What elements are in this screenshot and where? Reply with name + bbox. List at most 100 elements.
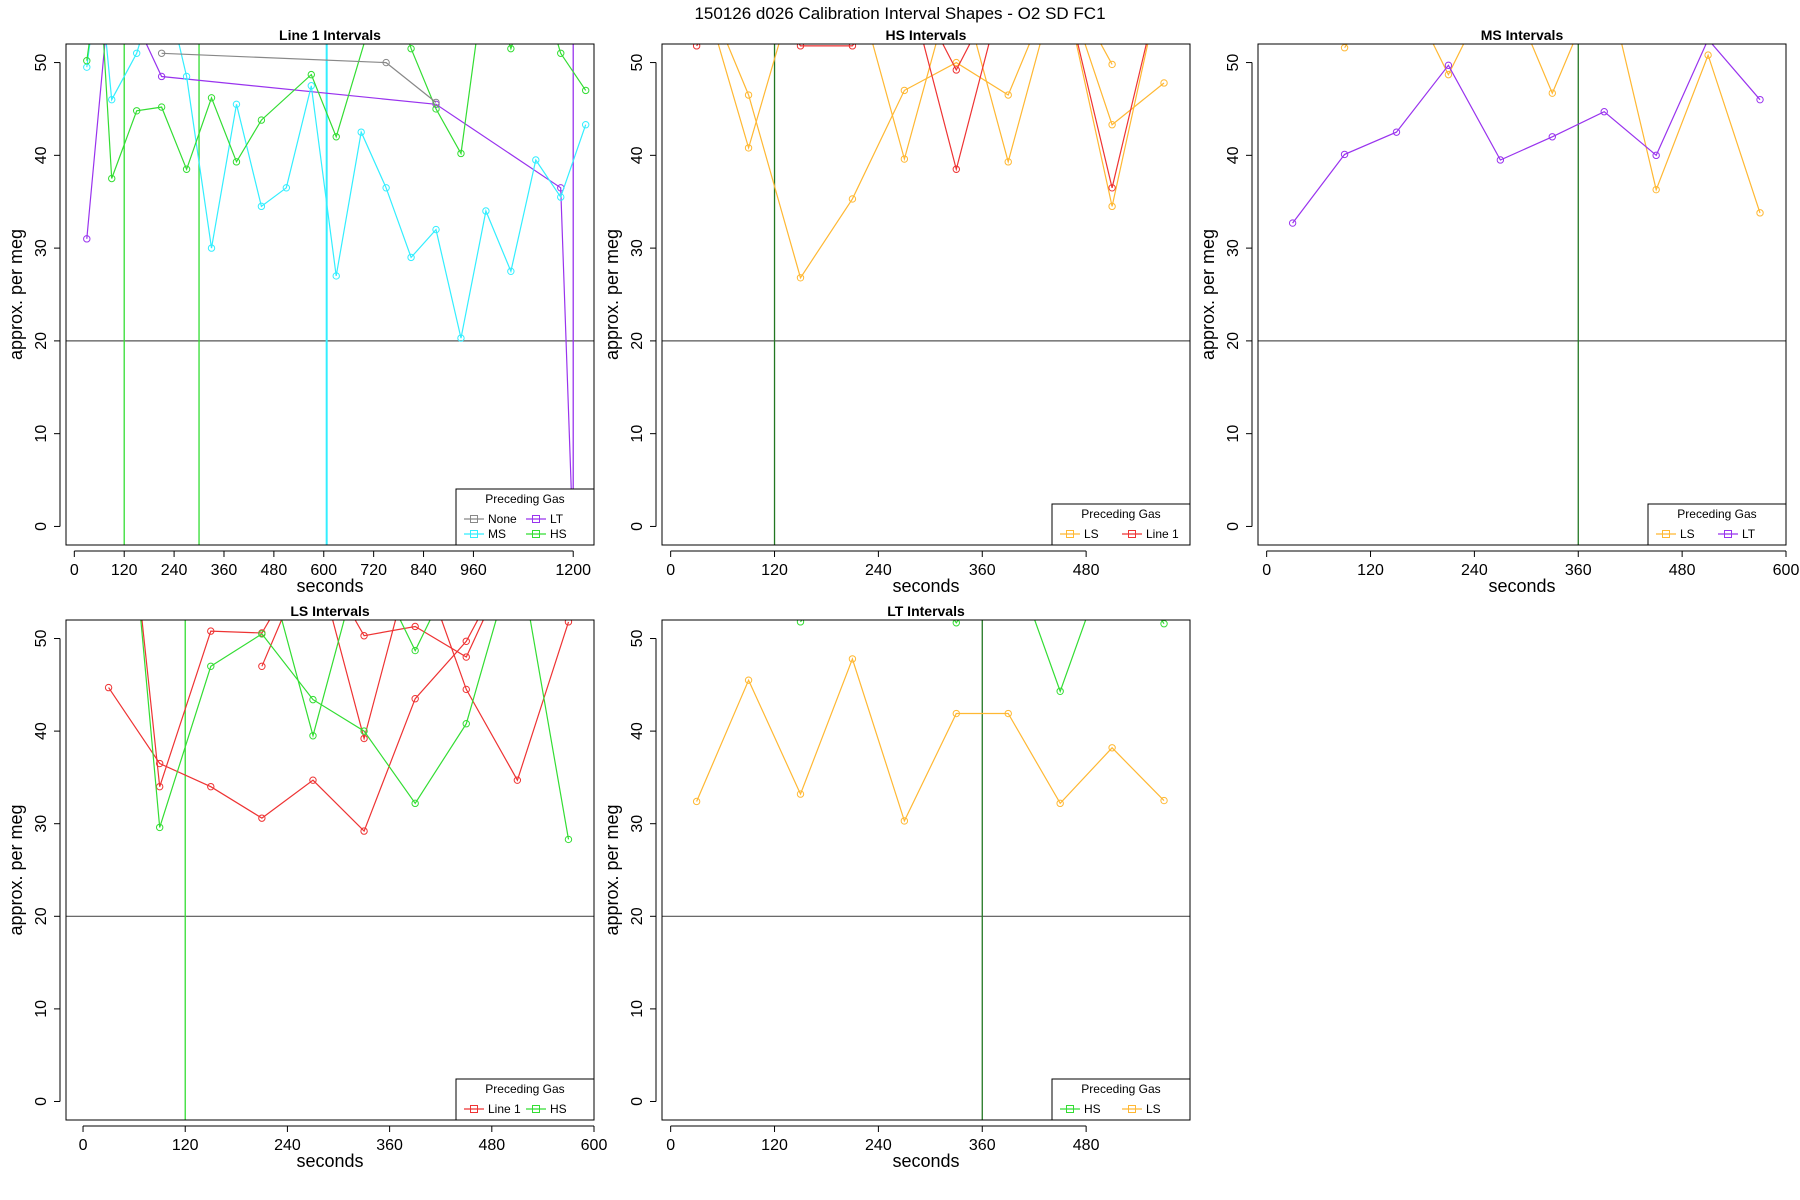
data-point bbox=[1600, 108, 1608, 116]
data-point bbox=[1444, 70, 1453, 79]
legend-box bbox=[1647, 503, 1787, 546]
legend-swatch-marker bbox=[1128, 530, 1136, 538]
y-tick-label: 30 bbox=[1225, 239, 1242, 257]
legend-label: HS bbox=[550, 527, 567, 541]
legend-box bbox=[1051, 1078, 1191, 1121]
data-point bbox=[507, 267, 515, 276]
x-tick-label: 600 bbox=[310, 562, 337, 579]
data-point bbox=[1444, 61, 1453, 70]
data-point bbox=[332, 133, 340, 141]
plot-area bbox=[1258, 44, 1786, 545]
data-point bbox=[1108, 60, 1116, 69]
y-axis-label: approx. per meg bbox=[1198, 229, 1218, 360]
y-tick-label: 0 bbox=[629, 522, 646, 531]
data-point bbox=[232, 100, 241, 109]
y-axis-label: approx. per meg bbox=[602, 804, 622, 935]
y-tick-label: 40 bbox=[33, 722, 50, 740]
data-point bbox=[157, 72, 166, 81]
data-point bbox=[692, 797, 701, 806]
data-point bbox=[532, 156, 540, 164]
data-point bbox=[357, 128, 365, 136]
data-point bbox=[1108, 121, 1116, 129]
data-point bbox=[900, 86, 909, 95]
x-tick-label: 480 bbox=[1669, 562, 1696, 579]
x-tick-label: 360 bbox=[1565, 562, 1592, 579]
legend-swatch-marker bbox=[470, 1105, 478, 1113]
legend-title: Preceding Gas bbox=[1081, 1082, 1160, 1096]
data-point bbox=[1652, 151, 1660, 160]
legend-swatch-marker bbox=[1128, 1105, 1136, 1113]
data-point bbox=[848, 44, 857, 50]
x-tick-label: 960 bbox=[460, 562, 487, 579]
legend-item: LS bbox=[1060, 527, 1099, 541]
x-tick-label: 360 bbox=[969, 1137, 996, 1154]
data-point bbox=[155, 823, 164, 832]
legend-item: Line 1 bbox=[1122, 527, 1179, 541]
series-line bbox=[1292, 44, 1761, 224]
series-line bbox=[141, 620, 484, 787]
y-tick-label: 20 bbox=[33, 332, 50, 350]
series-line bbox=[86, 44, 574, 545]
legend-item: None bbox=[464, 512, 517, 526]
x-axis-label: seconds bbox=[892, 576, 959, 596]
x-tick-label: 120 bbox=[761, 1137, 788, 1154]
x-tick-label: 240 bbox=[274, 1137, 301, 1154]
series-line bbox=[1100, 44, 1113, 65]
y-axis-label: approx. per meg bbox=[6, 229, 26, 360]
legend-label: LS bbox=[1084, 527, 1099, 541]
y-tick-label: 40 bbox=[1225, 146, 1242, 164]
y-tick-label: 0 bbox=[33, 522, 50, 531]
data-point bbox=[360, 827, 368, 835]
data-point bbox=[692, 44, 701, 50]
data-point bbox=[796, 620, 805, 626]
data-point bbox=[258, 814, 266, 822]
data-point bbox=[411, 695, 419, 703]
plot-area bbox=[66, 44, 594, 545]
data-point bbox=[407, 44, 415, 53]
data-point bbox=[564, 835, 573, 844]
legend-item: HS bbox=[526, 1102, 567, 1116]
legend-title: Preceding Gas bbox=[1081, 507, 1160, 521]
legend-swatch-marker bbox=[1724, 530, 1732, 538]
data-point bbox=[900, 817, 909, 825]
data-point bbox=[282, 184, 291, 192]
data-point bbox=[1004, 709, 1012, 718]
data-point bbox=[411, 646, 419, 655]
data-point bbox=[182, 72, 191, 81]
data-point bbox=[108, 95, 116, 104]
x-axis-label: seconds bbox=[296, 576, 363, 596]
y-axis-label: approx. per meg bbox=[602, 229, 622, 360]
x-tick-label: 360 bbox=[376, 1137, 403, 1154]
data-point bbox=[952, 709, 960, 718]
data-point bbox=[462, 685, 470, 694]
plot-frame bbox=[65, 619, 595, 1121]
data-point bbox=[1005, 543, 1011, 549]
data-point bbox=[564, 620, 573, 626]
data-point bbox=[1548, 89, 1556, 97]
x-tick-label: 240 bbox=[161, 562, 188, 579]
data-point bbox=[182, 165, 191, 173]
legend: Preceding Gas None LT MS HS bbox=[455, 488, 595, 546]
data-point bbox=[83, 57, 91, 65]
chart-panel: LT Intervals 0 120 240 360 480 seconds 0 10 20 30 4… bbox=[602, 543, 1191, 1171]
series-line bbox=[161, 52, 437, 103]
data-point bbox=[132, 49, 141, 57]
data-point bbox=[232, 158, 241, 166]
data-point bbox=[901, 543, 907, 549]
y-tick-label: 50 bbox=[33, 630, 50, 648]
legend-box bbox=[1051, 503, 1191, 546]
legend-title: Preceding Gas bbox=[485, 492, 564, 506]
data-point bbox=[1652, 185, 1660, 194]
series-line bbox=[140, 620, 570, 840]
legend: Preceding Gas LS Line 1 bbox=[1051, 503, 1191, 546]
x-tick-label: 600 bbox=[1773, 562, 1800, 579]
data-point bbox=[1704, 51, 1712, 59]
legend-label: HS bbox=[1084, 1102, 1101, 1116]
legend-label: HS bbox=[550, 1102, 567, 1116]
data-point bbox=[207, 244, 216, 252]
legend-swatch-marker bbox=[532, 1105, 540, 1113]
data-point bbox=[207, 627, 215, 635]
data-point bbox=[507, 44, 515, 53]
data-point bbox=[411, 799, 419, 808]
